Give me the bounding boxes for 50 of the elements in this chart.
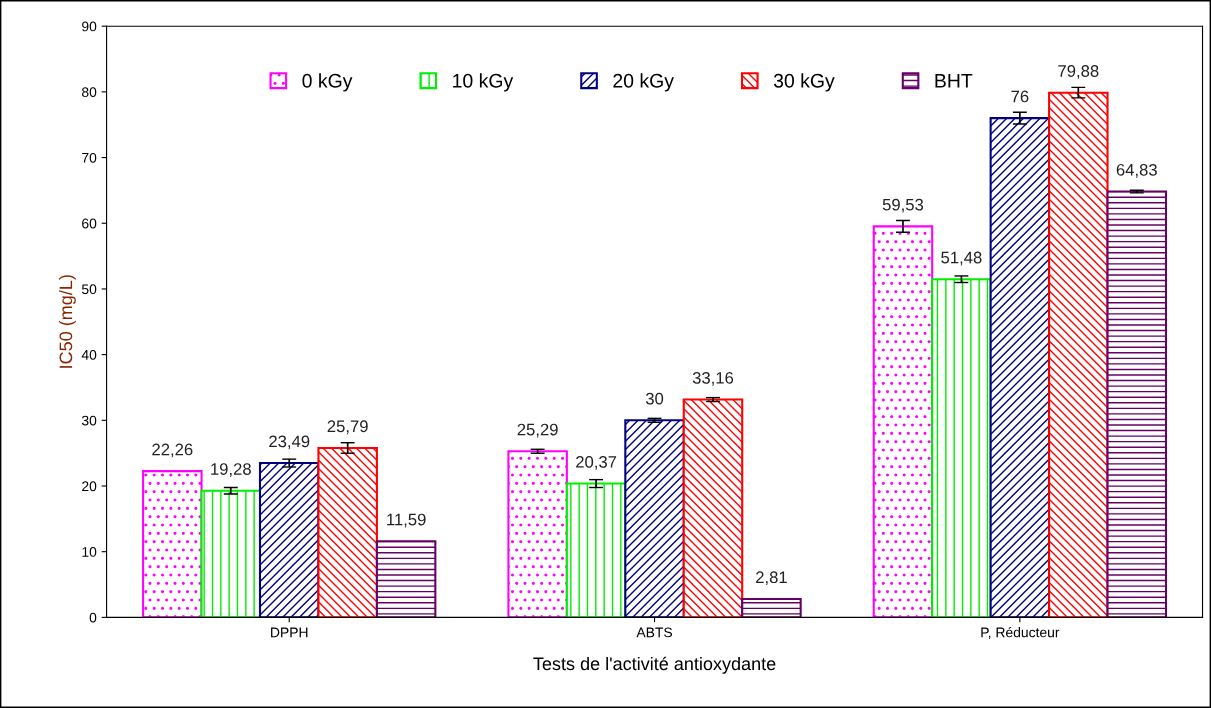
bar (565, 482, 627, 618)
data-label: 22,26 (152, 443, 193, 458)
bar (741, 597, 802, 618)
data-label: 25,29 (517, 423, 558, 438)
bar (1106, 190, 1168, 618)
data-label: 64,83 (1116, 163, 1157, 178)
legend-label: 30 kGy (773, 73, 835, 92)
data-label: 25,79 (327, 420, 368, 435)
y-tick-label: 10 (82, 547, 97, 557)
data-label: 59,53 (882, 198, 924, 213)
bar (931, 278, 992, 618)
data-label: 2,81 (756, 571, 787, 586)
data-label: 30 (645, 392, 664, 405)
data-label: 19,28 (211, 463, 251, 477)
y-tick-label: 30 (81, 415, 97, 426)
legend-label: BHT (935, 74, 973, 88)
x-tick-label: P, Réducteur (981, 626, 1060, 639)
bar (200, 489, 262, 618)
y-tick-label: 70 (82, 152, 97, 163)
y-tick-label: 40 (81, 349, 97, 360)
data-label: 23,49 (269, 435, 310, 450)
data-label: 51,48 (941, 251, 982, 266)
y-tick-label: 90 (82, 21, 97, 32)
x-tick-label: ABTS (636, 627, 673, 638)
y-tick-label: 20 (82, 481, 97, 492)
bar (142, 470, 203, 618)
legend-label: 0 kGy (302, 73, 353, 92)
legend-label: 20 kGy (613, 73, 674, 92)
y-tick-label: 50 (81, 284, 97, 295)
bar (258, 462, 320, 618)
bar (507, 450, 568, 618)
data-label: 11,59 (387, 513, 426, 528)
data-label: 76 (1011, 90, 1029, 103)
bar (872, 225, 934, 618)
x-tick-label: DPPH (271, 627, 308, 638)
data-label: 20,37 (576, 455, 617, 470)
y-axis-title: IC50 (mg/L) (59, 275, 76, 368)
y-tick-label: 60 (82, 218, 97, 229)
y-tick-label: 80 (82, 87, 97, 98)
bar (682, 398, 744, 618)
bar (317, 446, 378, 618)
data-label: 79,88 (1058, 65, 1099, 79)
bar (989, 117, 1051, 618)
legend-label: 10 kGy (453, 73, 514, 92)
x-axis-title: Tests de l'activité antioxydante (533, 656, 776, 674)
y-tick-label: 0 (89, 612, 97, 623)
bar (624, 419, 685, 618)
bar (375, 540, 437, 618)
data-label: 33,16 (692, 371, 734, 386)
bar (1048, 91, 1109, 618)
